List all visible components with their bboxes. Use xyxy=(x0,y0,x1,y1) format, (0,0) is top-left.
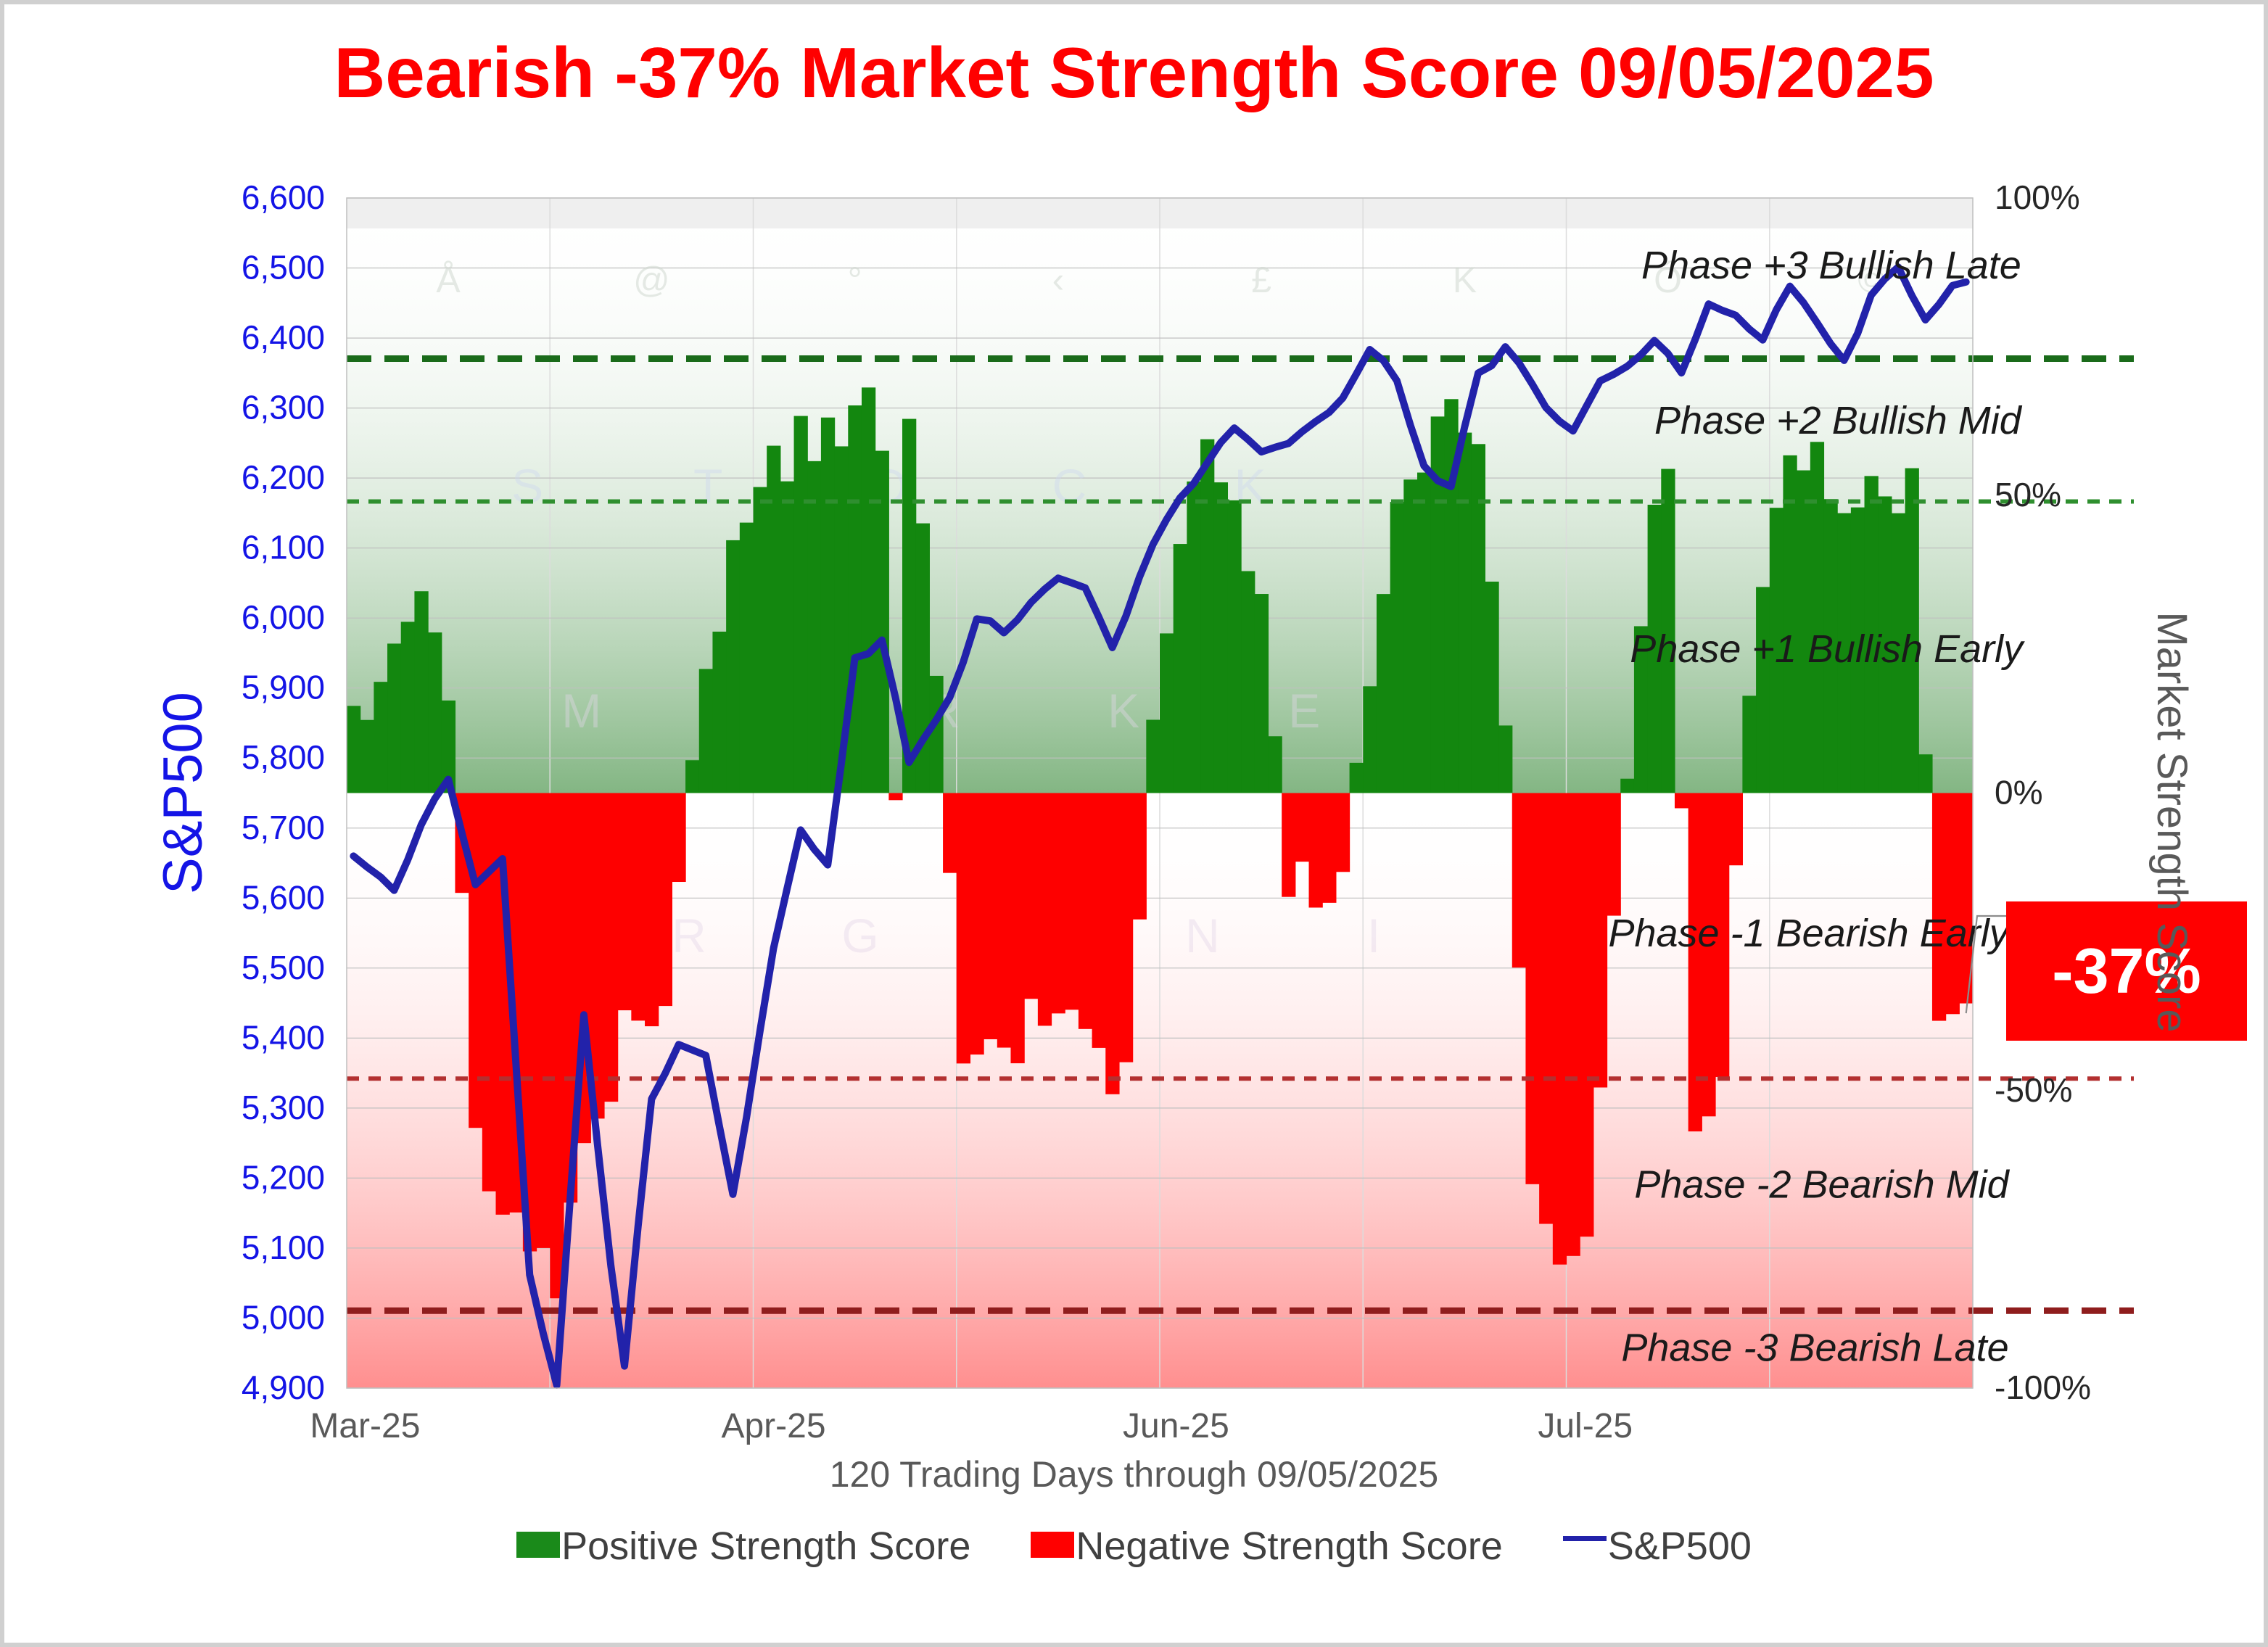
svg-text:E: E xyxy=(1288,684,1320,738)
svg-text:S: S xyxy=(511,459,543,513)
svg-text:K: K xyxy=(1453,260,1477,300)
svg-text:Phase +3 Bullish Late: Phase +3 Bullish Late xyxy=(1641,244,2021,287)
svg-text:6,300: 6,300 xyxy=(242,389,325,426)
svg-text:5,400: 5,400 xyxy=(242,1018,325,1056)
svg-text:C: C xyxy=(1052,459,1087,513)
svg-text:Phase -2 Bearish Mid: Phase -2 Bearish Mid xyxy=(1634,1163,2010,1206)
svg-text:G: G xyxy=(841,909,878,962)
svg-text:Market Strength Score: Market Strength Score xyxy=(2148,611,2195,1032)
svg-text:Jul-25: Jul-25 xyxy=(1538,1407,1633,1445)
svg-text:5,800: 5,800 xyxy=(242,738,325,776)
svg-text:6,600: 6,600 xyxy=(242,178,325,216)
svg-text:Mar-25: Mar-25 xyxy=(310,1407,420,1445)
svg-text:-100%: -100% xyxy=(1995,1369,2091,1406)
svg-text:6,200: 6,200 xyxy=(242,458,325,496)
svg-text:Phase +2 Bullish Mid: Phase +2 Bullish Mid xyxy=(1654,399,2023,442)
svg-text:-50%: -50% xyxy=(1995,1071,2072,1109)
svg-text:6,500: 6,500 xyxy=(242,249,325,286)
svg-text:5,600: 5,600 xyxy=(242,878,325,916)
svg-text:100%: 100% xyxy=(1995,178,2080,216)
svg-text:6,400: 6,400 xyxy=(242,318,325,356)
svg-text:I: I xyxy=(1367,909,1380,962)
svg-text:4,900: 4,900 xyxy=(242,1369,325,1406)
svg-text:Å: Å xyxy=(436,260,461,300)
svg-text:50%: 50% xyxy=(1995,476,2061,513)
svg-text:N: N xyxy=(1185,909,1220,962)
svg-text:5,000: 5,000 xyxy=(242,1299,325,1337)
svg-text:5,900: 5,900 xyxy=(242,669,325,706)
svg-text:Phase -1 Bearish Early: Phase -1 Bearish Early xyxy=(1608,912,2011,955)
svg-text:5,300: 5,300 xyxy=(242,1089,325,1126)
svg-text:R: R xyxy=(672,909,706,962)
svg-text:@: @ xyxy=(633,260,670,300)
svg-text:Jun-25: Jun-25 xyxy=(1123,1407,1229,1445)
svg-text:5,700: 5,700 xyxy=(242,809,325,846)
svg-text:K: K xyxy=(1108,684,1139,738)
svg-text:‹: ‹ xyxy=(1052,260,1065,300)
svg-text:5,200: 5,200 xyxy=(242,1158,325,1196)
svg-text:5,500: 5,500 xyxy=(242,949,325,986)
svg-text:M: M xyxy=(561,684,601,738)
svg-text:Phase +1 Bullish Early: Phase +1 Bullish Early xyxy=(1630,627,2025,671)
svg-text:6,000: 6,000 xyxy=(242,598,325,636)
svg-text:Apr-25: Apr-25 xyxy=(721,1407,825,1445)
svg-text:6,100: 6,100 xyxy=(242,529,325,566)
svg-text:5,100: 5,100 xyxy=(242,1229,325,1266)
svg-text:S&P500: S&P500 xyxy=(152,692,214,894)
svg-text:Phase -3 Bearish Late: Phase -3 Bearish Late xyxy=(1621,1326,2008,1369)
svg-text:0%: 0% xyxy=(1995,774,2042,812)
svg-text:£: £ xyxy=(1251,260,1271,300)
svg-text:°: ° xyxy=(848,260,862,300)
svg-text:T: T xyxy=(693,459,722,513)
